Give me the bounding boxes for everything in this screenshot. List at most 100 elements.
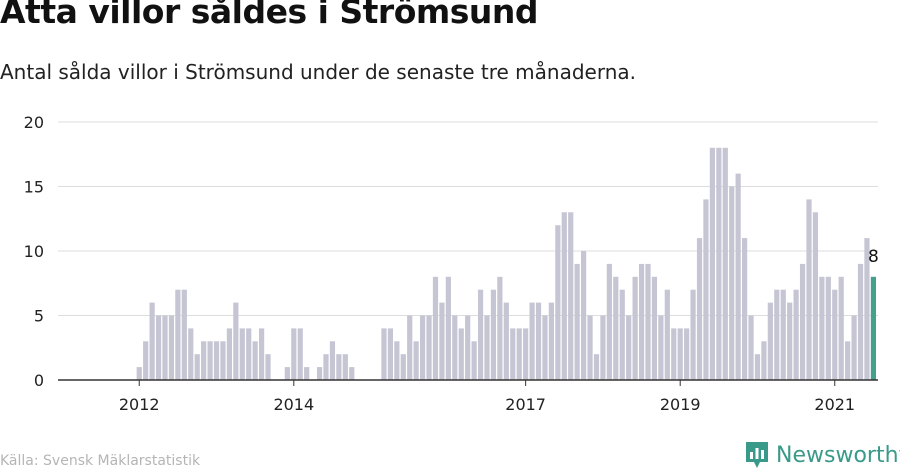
bar: [535, 302, 542, 380]
bar: [503, 302, 509, 380]
bar: [787, 302, 793, 380]
bar: [606, 263, 612, 380]
x-tick-label: 2019: [660, 395, 701, 414]
bar: [162, 315, 168, 380]
bar: [658, 315, 664, 380]
bar: [426, 315, 432, 380]
bar: [226, 328, 232, 380]
bar: [581, 251, 587, 380]
bar: [297, 328, 303, 380]
y-tick-label: 20: [24, 113, 44, 132]
bar: [671, 328, 677, 380]
bar: [336, 354, 342, 380]
bar: [690, 289, 696, 380]
bar: [252, 341, 258, 380]
bar: [574, 263, 580, 380]
bar: [748, 315, 754, 380]
bar: [201, 341, 207, 380]
bar: [812, 212, 819, 380]
brand-name: Newsworthy: [776, 442, 900, 468]
bar: [684, 328, 690, 380]
bar: [432, 276, 439, 380]
bar: [471, 341, 477, 380]
bar: [523, 328, 529, 380]
bar: [136, 367, 142, 380]
bar: [394, 341, 400, 380]
bar: [722, 147, 728, 380]
bar: [619, 289, 625, 380]
bar-highlight: [870, 276, 876, 380]
bar: [735, 173, 741, 380]
bar: [465, 315, 471, 380]
bar: [149, 302, 155, 380]
bar: [213, 341, 220, 380]
chart-title: Åtta villor såldes i Strömsund: [0, 0, 539, 31]
bar: [207, 341, 213, 380]
bar: [742, 238, 748, 380]
bar: [239, 328, 245, 380]
x-tick-label: 2014: [273, 395, 314, 414]
bar: [458, 328, 464, 380]
bar: [381, 328, 387, 380]
bar: [181, 289, 187, 380]
bar: [761, 341, 767, 380]
bar: [143, 341, 149, 380]
bar: [233, 302, 239, 380]
bar: [729, 186, 735, 380]
bar: [587, 315, 593, 380]
bar: [175, 289, 181, 380]
bar: [696, 238, 703, 380]
y-tick-label: 5: [34, 307, 44, 326]
bar: [857, 263, 864, 380]
bar: [774, 289, 780, 380]
y-tick-label: 10: [24, 242, 44, 261]
bar: [825, 276, 831, 380]
bar: [304, 367, 310, 380]
bar: [638, 263, 645, 380]
bar: [259, 328, 265, 380]
bar: [754, 354, 761, 380]
bar: [497, 276, 503, 380]
bar: [529, 302, 535, 380]
bar: [439, 302, 445, 380]
bar: [819, 276, 825, 380]
newsworthy-logo-icon: [746, 442, 768, 468]
bar: [452, 315, 458, 380]
bar: [548, 302, 554, 380]
highlight-value-label: 8: [868, 247, 879, 267]
bar: [284, 367, 290, 380]
bar: [188, 328, 194, 380]
bar: [799, 263, 806, 380]
bar: [632, 276, 638, 380]
bar: [407, 315, 413, 380]
bar: [613, 276, 619, 380]
bar: [510, 328, 516, 380]
bar: [832, 289, 838, 380]
bar: [316, 367, 323, 380]
bar: [329, 341, 336, 380]
bar: [806, 199, 812, 380]
bar: [477, 289, 484, 380]
y-tick-label: 15: [24, 178, 44, 197]
bar: [664, 289, 670, 380]
bar: [349, 367, 355, 380]
bar: [851, 315, 857, 380]
bar: [568, 212, 574, 380]
bar: [845, 341, 851, 380]
bar: [168, 315, 175, 380]
bar: [516, 328, 522, 380]
bar: [484, 315, 490, 380]
bar: [342, 354, 348, 380]
bar: [838, 276, 844, 380]
bar: [651, 276, 658, 380]
bar: [626, 315, 632, 380]
bar: [593, 354, 600, 380]
chart-subtitle: Antal sålda villor i Strömsund under de …: [0, 60, 636, 84]
newsworthy-logo: Newsworthy: [744, 440, 900, 470]
bar: [246, 328, 252, 380]
bar: [542, 315, 548, 380]
bar: [413, 341, 419, 380]
x-tick-label: 2017: [505, 395, 546, 414]
bar: [793, 289, 799, 380]
